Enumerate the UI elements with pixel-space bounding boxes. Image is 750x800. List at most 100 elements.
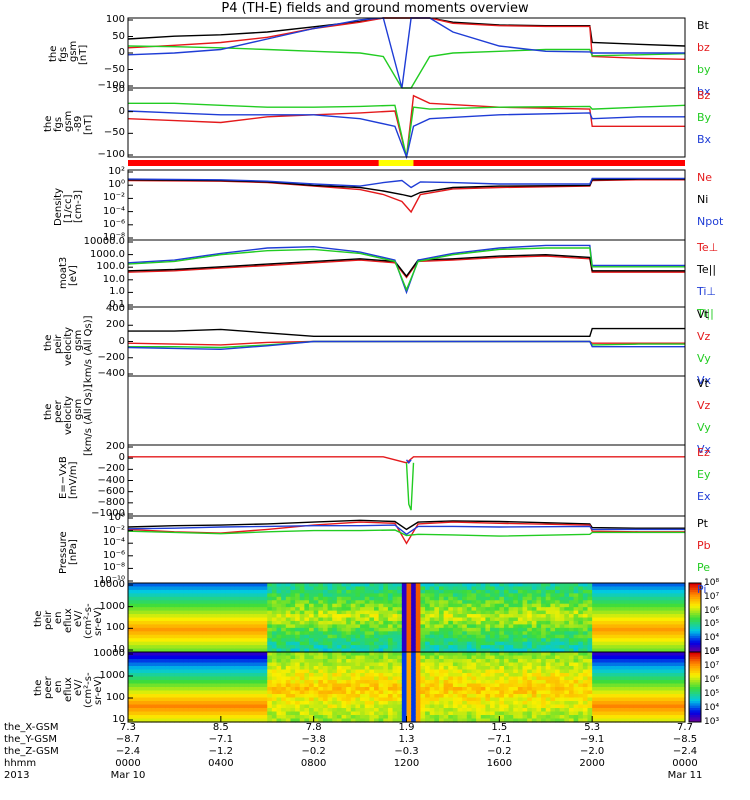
spectrogram-cell (401, 586, 408, 591)
spectrogram-cell (160, 617, 166, 622)
spectrogram-cell (369, 624, 375, 629)
spectrogram-cell (615, 690, 621, 695)
spectrogram-cell (610, 676, 616, 681)
colorbar-cell (689, 661, 701, 665)
spectrogram-cell (527, 652, 533, 657)
spectrogram-cell (128, 669, 134, 674)
spectrogram-cell (666, 634, 672, 639)
spectrogram-cell (466, 662, 473, 667)
spectrogram-cell (374, 676, 380, 681)
spectrogram-cell (596, 596, 603, 601)
spectrogram-cell (661, 655, 668, 660)
spectrogram-cell (350, 617, 357, 622)
spectrogram-cell (318, 634, 324, 639)
spectrogram-cell (309, 715, 315, 720)
spectrogram-cell (225, 669, 231, 674)
spectrogram-cell (281, 596, 287, 601)
spectrogram-cell (369, 680, 375, 685)
spectrogram-cell (615, 655, 621, 660)
spectrogram-cell (587, 648, 593, 653)
spectrogram-cell (420, 638, 426, 643)
spectrogram-cell (165, 680, 171, 685)
spectrogram-cell (364, 596, 370, 601)
spectrogram-cell (568, 614, 575, 619)
spectrogram-cell (137, 704, 143, 709)
spectrogram-cell (624, 669, 630, 674)
spectrogram-cell (582, 638, 589, 643)
spectrogram-cell (425, 610, 431, 615)
spectrogram-cell (620, 617, 626, 622)
spectrogram-cell (499, 669, 505, 674)
spectrogram-cell (295, 624, 301, 629)
spectrogram-cell (568, 603, 575, 608)
spectrogram-cell (397, 708, 403, 713)
spectrogram-cell (239, 645, 245, 650)
spectrogram-cell (638, 610, 644, 615)
spectrogram-cell (253, 715, 259, 720)
spectrogram-cell (578, 586, 584, 591)
spectrogram-cell (527, 680, 533, 685)
spectrogram-cell (596, 620, 603, 625)
spectrogram-cell (606, 627, 612, 632)
y-tick-label: −50 (103, 63, 125, 75)
spectrogram-cell (374, 690, 380, 695)
spectrogram-cell (420, 697, 426, 702)
spectrogram-cell (387, 600, 394, 605)
spectrogram-cell (596, 610, 603, 615)
spectrogram-cell (657, 680, 663, 685)
spectrogram-cell (476, 631, 482, 636)
spectrogram-cell (499, 634, 505, 639)
spectrogram-cell (211, 697, 217, 702)
spectrogram-cell (285, 614, 292, 619)
spectrogram-cell (485, 718, 491, 723)
spectrogram-cell (568, 624, 575, 629)
spectrogram-cell (313, 627, 319, 632)
spectrogram-cell (480, 704, 487, 709)
spectrogram-cell (675, 614, 681, 619)
spectrogram-cell (332, 683, 338, 688)
spectrogram-cell (578, 617, 584, 622)
spectrogram-cell (541, 683, 547, 688)
spectrogram-cell (285, 648, 292, 653)
spectrogram-cell (262, 715, 268, 720)
spectrogram-cell (322, 603, 329, 608)
spectrogram-cell (522, 711, 528, 716)
spectrogram-cell (271, 607, 278, 612)
spectrogram-cell (452, 718, 459, 723)
spectrogram-cell (434, 683, 440, 688)
spectrogram-cell (165, 645, 171, 650)
spectrogram-cell (536, 641, 542, 646)
spectrogram-cell (128, 641, 134, 646)
spectrogram-cell (527, 669, 533, 674)
spectrogram-cell (643, 634, 649, 639)
spectrogram-cell (633, 708, 640, 713)
spectrogram-cell (401, 620, 408, 625)
spectrogram-cell (615, 610, 621, 615)
spectrogram-cell (429, 645, 435, 650)
spectrogram-cell (434, 586, 440, 591)
spectrogram-cell (457, 655, 463, 660)
spectrogram-cell (151, 708, 157, 713)
spectrogram-cell (253, 603, 259, 608)
spectrogram-cell (452, 694, 459, 699)
spectrogram-cell (369, 697, 375, 702)
spectrogram-cell (355, 614, 361, 619)
spectrogram-cell (582, 586, 589, 591)
spectrogram-cell (220, 690, 227, 695)
spectrogram-cell (141, 666, 148, 671)
spectrogram-cell (652, 694, 658, 699)
spectrogram-cell (146, 701, 152, 706)
spectrogram-cell (411, 687, 417, 692)
spectrogram-cell (420, 634, 426, 639)
spectrogram-cell (378, 708, 384, 713)
spectrogram-cell (216, 694, 222, 699)
spectrogram-cell (383, 641, 389, 646)
spectrogram-cell (360, 673, 366, 678)
spectrogram-cell (503, 676, 510, 681)
spectrogram-cell (568, 596, 575, 601)
spectrogram-cell (234, 676, 240, 681)
spectrogram-cell (620, 589, 626, 594)
spectrogram-cell (438, 627, 445, 632)
spectrogram-cell (406, 708, 412, 713)
spectrogram-cell (462, 641, 468, 646)
